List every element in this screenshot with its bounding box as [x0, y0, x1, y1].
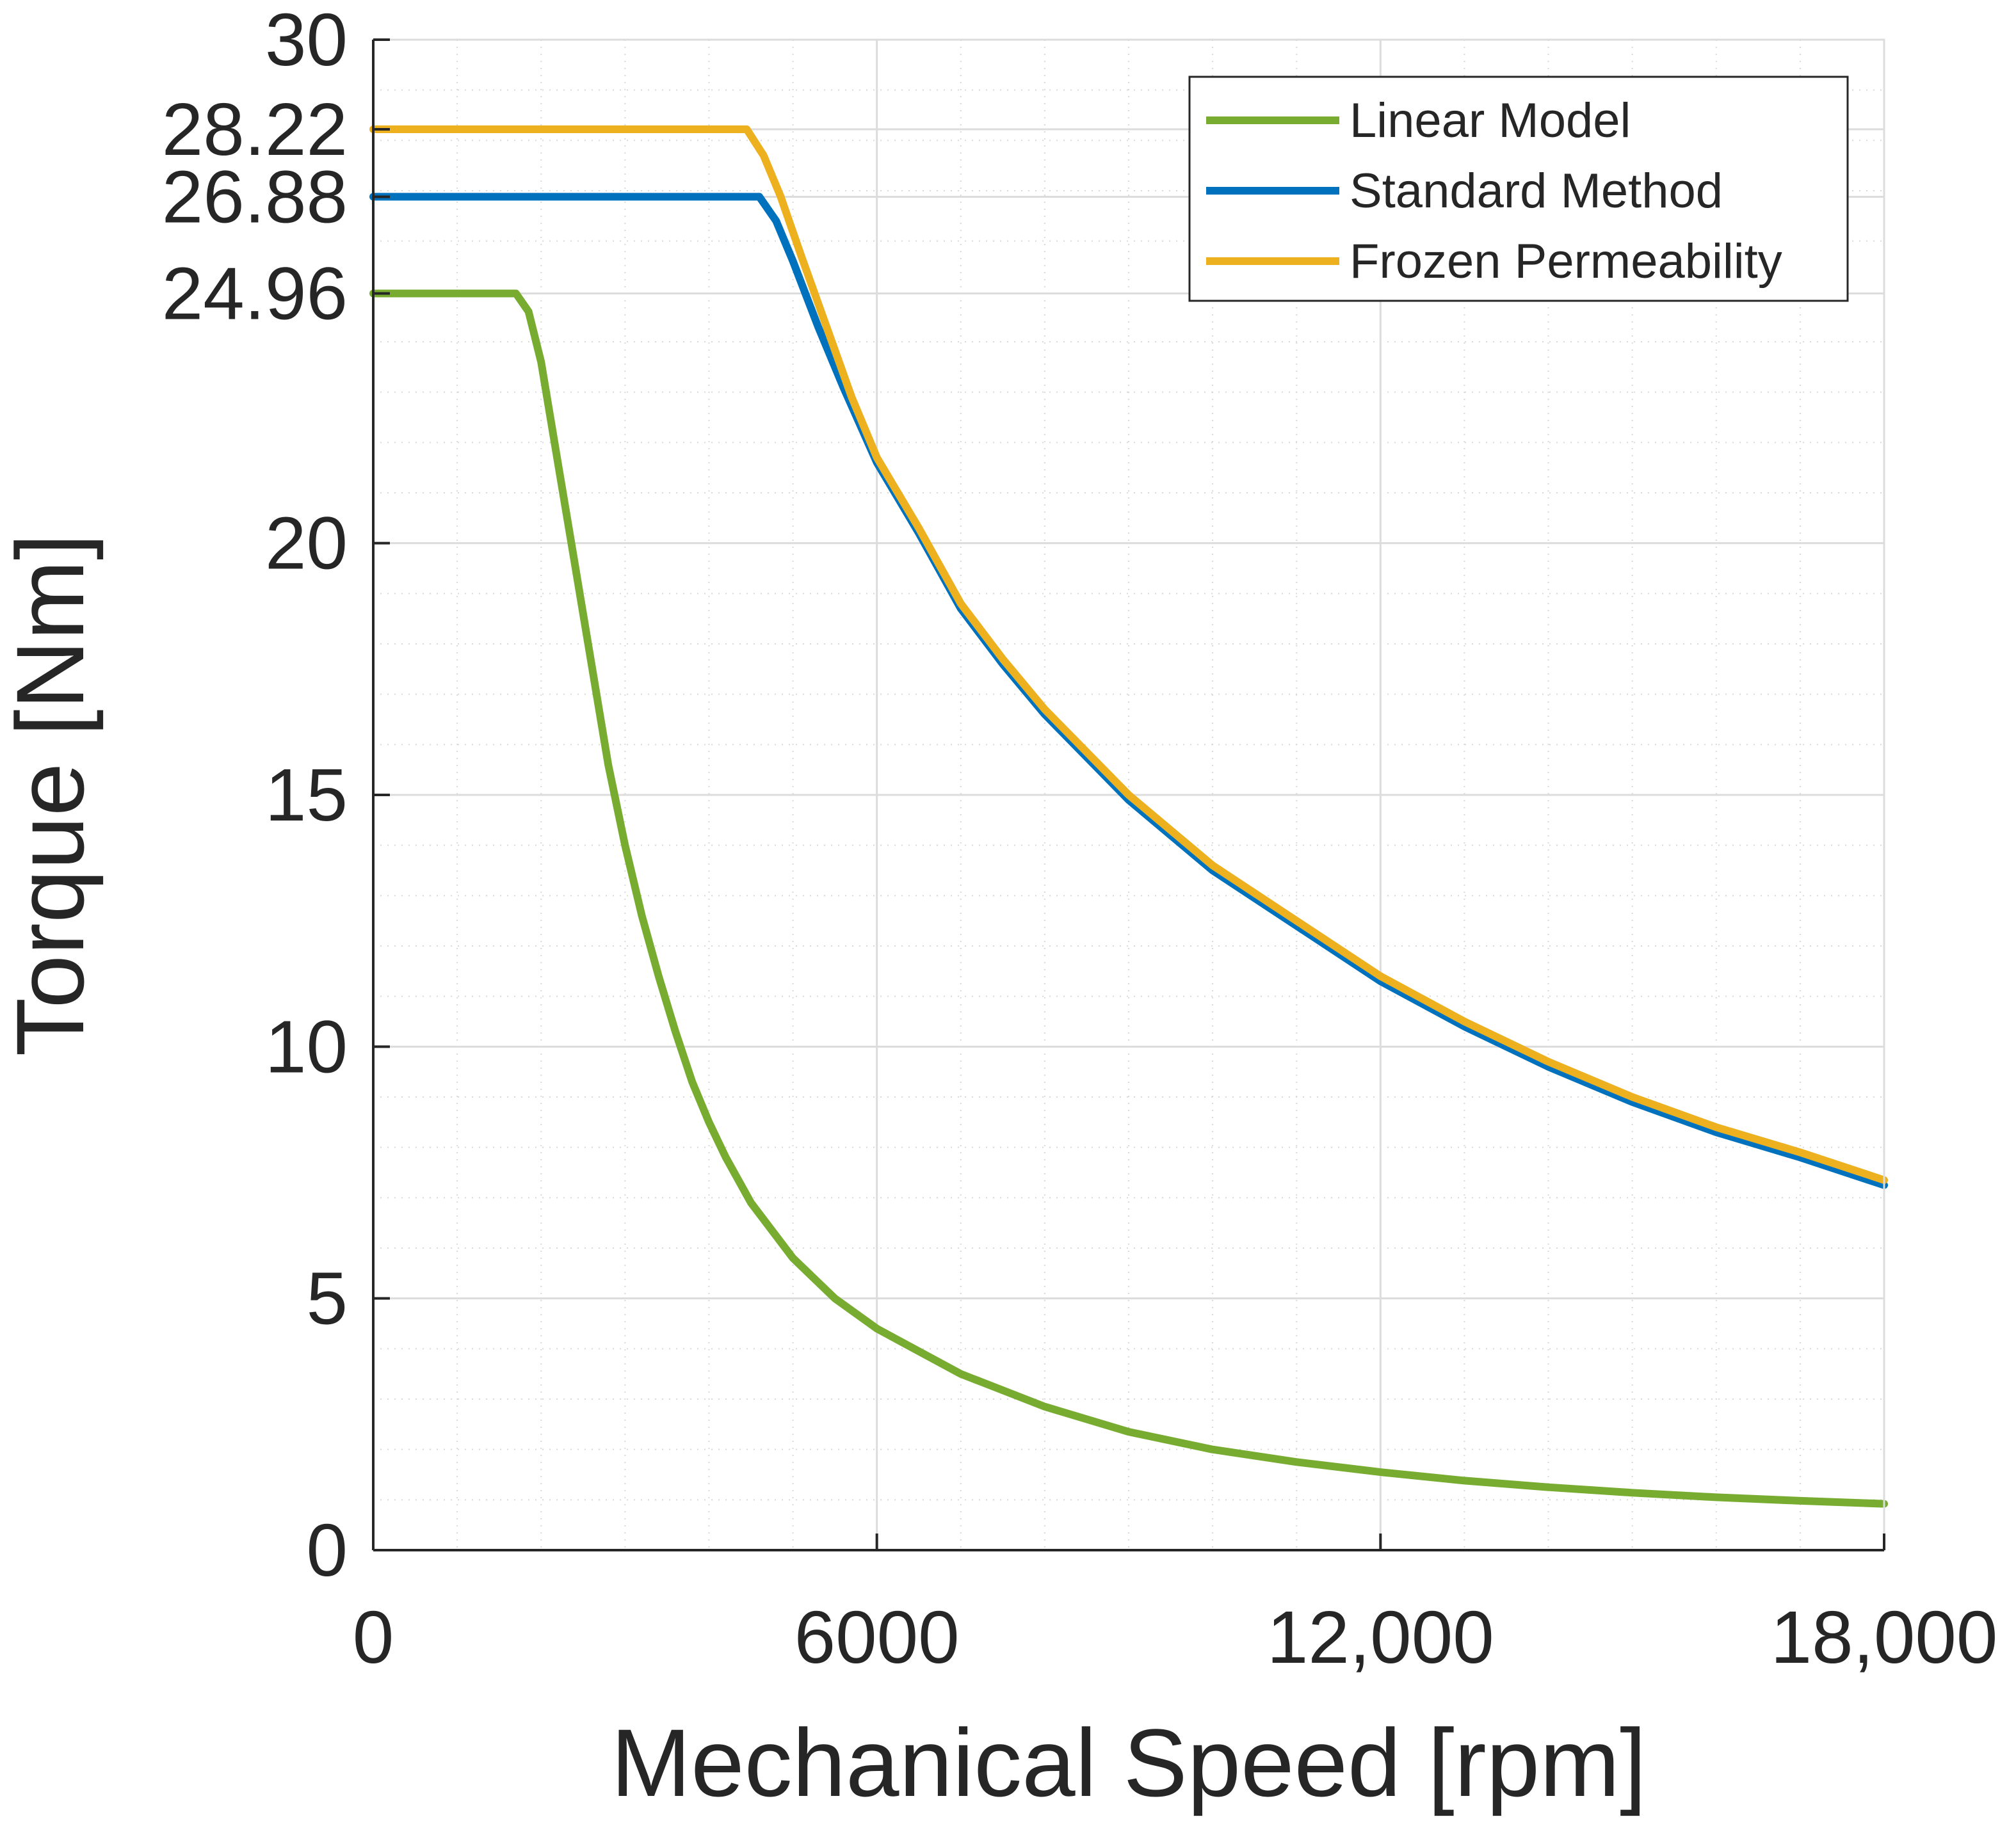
y-tick-label: 30 — [265, 0, 348, 81]
y-tick-label: 15 — [265, 753, 348, 837]
y-axis-label: Torque [Nm] — [0, 534, 104, 1057]
y-tick-label: 24.96 — [162, 252, 348, 335]
legend-label-linear-model: Linear Model — [1350, 93, 1631, 148]
x-axis-label: Mechanical Speed [rpm] — [611, 1709, 1646, 1816]
legend-label-frozen-permeability: Frozen Permeability — [1350, 234, 1782, 289]
series-layer — [369, 125, 1888, 1508]
x-tick-labels: 0 6000 12,000 18,000 — [353, 1596, 1998, 1679]
y-tick-label: 0 — [306, 1509, 348, 1592]
legend-label-standard-method: Standard Method — [1350, 164, 1723, 218]
series-line-frozen-permeability — [369, 125, 1888, 1184]
legend: Linear Model Standard Method Frozen Perm… — [1188, 76, 1849, 302]
x-tick-label: 18,000 — [1771, 1596, 1998, 1679]
axes-layer — [372, 38, 1885, 1551]
y-tick-label: 28.22 — [162, 88, 348, 171]
y-tick-label: 20 — [265, 502, 348, 585]
y-tick-label: 10 — [265, 1005, 348, 1088]
y-tick-label: 26.88 — [162, 155, 348, 238]
x-tick-label: 6000 — [794, 1596, 960, 1679]
x-tick-label: 12,000 — [1267, 1596, 1494, 1679]
x-tick-label: 0 — [353, 1596, 394, 1679]
y-tick-label: 5 — [306, 1257, 348, 1340]
series-line-linear-model — [369, 289, 1888, 1508]
